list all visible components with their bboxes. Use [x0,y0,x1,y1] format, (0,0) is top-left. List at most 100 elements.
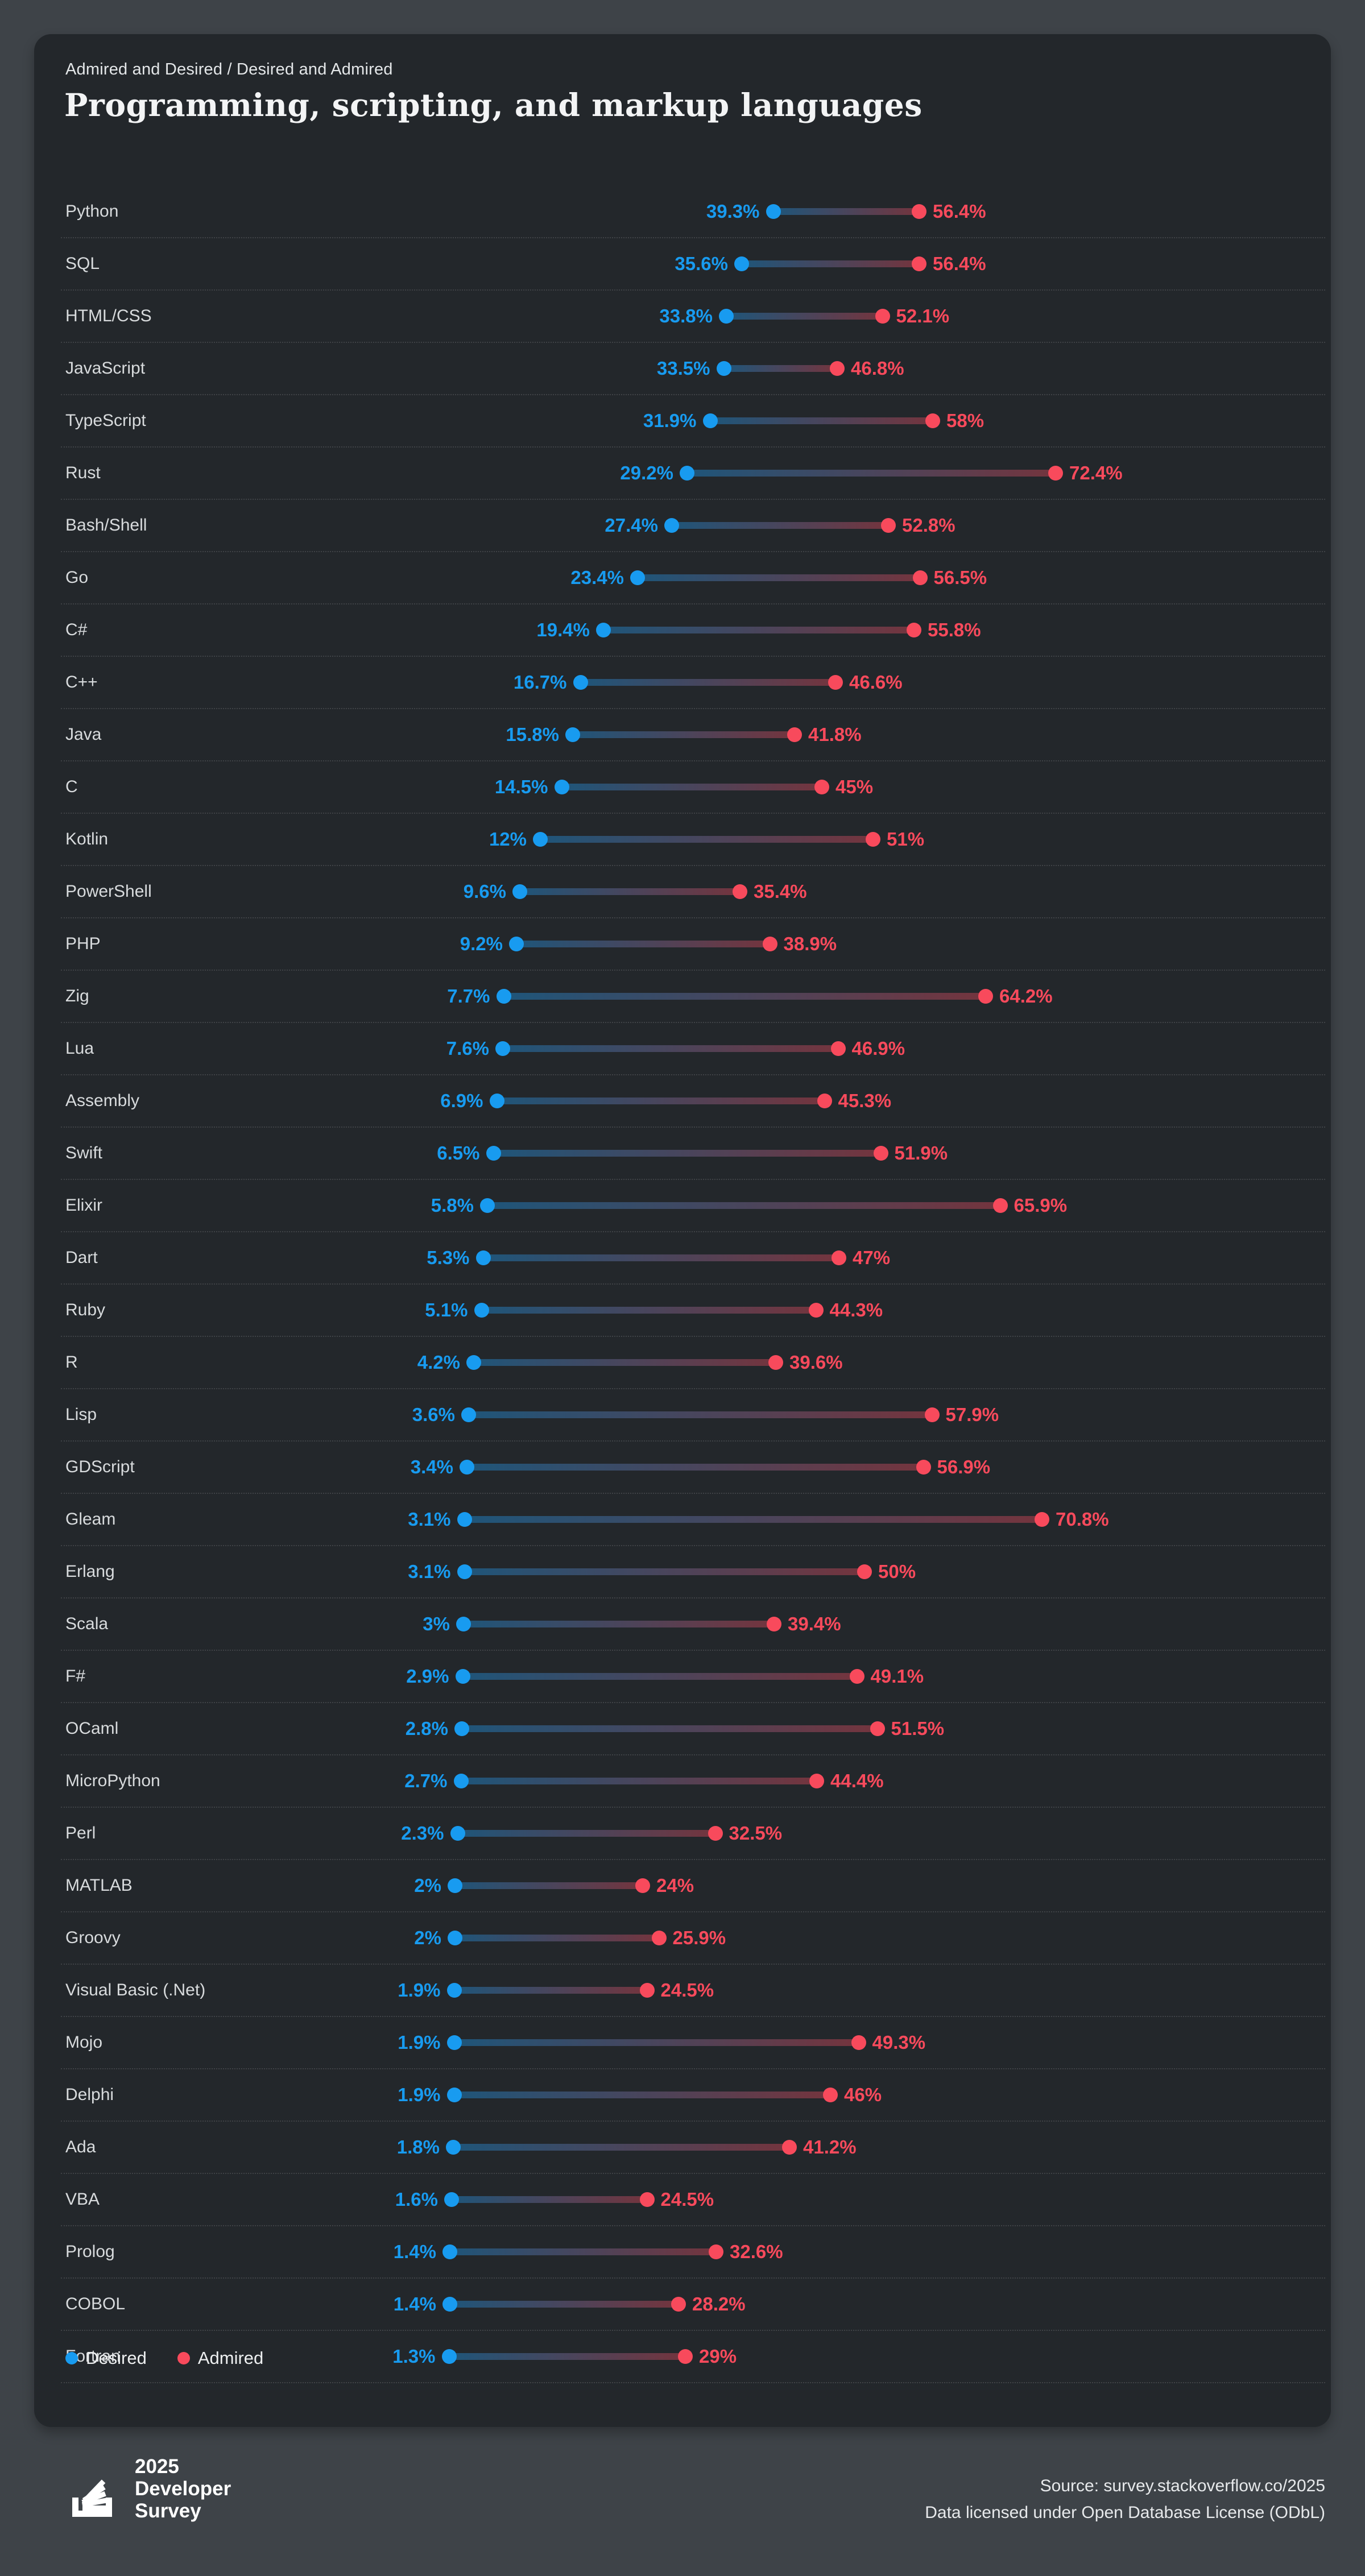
admired-value: 72.4% [1069,462,1123,483]
connector-bar [687,470,1056,477]
desired-value: 5.1% [425,1299,468,1320]
language-label: MATLAB [65,1876,133,1895]
desired-value: 31.9% [643,410,697,431]
connector-bar [726,313,883,320]
connector-bar [462,1725,878,1732]
connector-bar [467,1464,924,1471]
desired-dot [565,727,580,742]
desired-value: 2.9% [406,1666,449,1687]
admired-dot [651,1931,667,1945]
desired-dot [509,937,524,951]
connector-bar [516,941,770,947]
admired-value: 32.6% [730,2241,783,2262]
admired-dot [762,937,777,951]
language-label: Swift [65,1144,103,1162]
desired-dot [457,1512,472,1527]
desired-value: 3.4% [410,1456,453,1477]
desired-dot [448,1878,462,1893]
chart-row: Fortran 1.3% 29% [61,2331,1325,2383]
chart-row: Zig 7.7% 64.2% [61,971,1325,1023]
chart-row: Swift 6.5% 51.9% [61,1128,1325,1180]
language-label: Perl [65,1824,96,1842]
desired-value: 33.8% [659,305,713,326]
survey-logo-block: 2025 Developer Survey [65,2455,231,2522]
admired-value: 70.8% [1056,1509,1109,1530]
legend-label-desired: Desired [86,2348,147,2368]
desired-value: 1.9% [398,1979,441,2001]
desired-dot [442,2244,457,2259]
desired-dot [512,884,527,899]
admired-dot [832,1250,846,1265]
language-label: Gleam [65,1510,116,1529]
admired-value: 46% [844,2084,882,2105]
admired-dot [823,2088,838,2102]
chart-kicker: Admired and Desired / Desired and Admire… [65,60,393,78]
language-label: Mojo [65,2033,103,2052]
admired-value: 46.9% [851,1038,905,1059]
desired-value: 4.2% [417,1352,460,1373]
desired-value: 5.8% [431,1195,474,1216]
language-label: Bash/Shell [65,516,147,535]
desired-value: 39.3% [706,201,760,222]
connector-bar [452,2196,647,2203]
admired-value: 41.8% [808,724,862,745]
chart-row: Go 23.4% 56.5% [61,552,1325,604]
desired-dot [489,1094,504,1108]
desired-dot [450,1826,465,1841]
chart-row: VBA 1.6% 24.5% [61,2174,1325,2226]
chart-row: C++ 16.7% 46.6% [61,657,1325,709]
connector-bar [580,679,835,686]
chart-row: C# 19.4% 55.8% [61,604,1325,657]
admired-dot [814,780,829,794]
connector-bar [497,1098,825,1104]
connector-bar [461,1778,817,1784]
desired-dot [474,1303,489,1318]
admired-dot [767,1617,781,1631]
chart-row: OCaml 2.8% 51.5% [61,1703,1325,1755]
connector-bar [503,1045,838,1052]
connector-bar [457,1830,715,1837]
language-label: Elixir [65,1196,102,1215]
desired-dot [457,1564,472,1579]
desired-value: 3.1% [408,1561,451,1582]
language-label: Dart [65,1248,98,1267]
admired-value: 51% [887,829,925,850]
desired-dot [734,256,749,271]
admired-value: 57.9% [945,1404,999,1425]
desired-value: 9.2% [460,933,503,954]
admired-dot [671,2297,686,2312]
desired-dot [466,1355,481,1370]
chart-row: Perl 2.3% 32.5% [61,1808,1325,1860]
language-label: VBA [65,2190,100,2209]
connector-bar [723,365,837,372]
language-label: Prolog [65,2242,115,2261]
desired-dot [448,1931,462,1945]
admired-dot [912,256,926,271]
language-label: Zig [65,987,89,1005]
desired-value: 14.5% [494,776,548,797]
desired-value: 6.5% [437,1142,480,1163]
desired-value: 2.7% [404,1770,448,1791]
admired-value: 45.3% [838,1090,892,1111]
admired-value: 56.5% [933,567,987,588]
admired-dot [635,1878,650,1893]
language-label: MicroPython [65,1771,160,1790]
desired-dot [446,2035,462,2050]
chart-row: PowerShell 9.6% 35.4% [61,866,1325,918]
desired-value: 2.8% [405,1718,448,1739]
language-label: Rust [65,463,101,482]
desired-value: 33.5% [656,358,710,379]
connector-bar [742,260,919,267]
connector-bar [638,574,920,581]
desired-value: 27.4% [605,515,658,536]
source-line: Source: survey.stackoverflow.co/2025 [1040,2476,1325,2495]
admired-value: 29% [699,2346,737,2367]
desired-dot [446,2088,462,2102]
connector-bar [503,993,986,1000]
admired-value: 58% [946,410,985,431]
admired-value: 56.9% [937,1456,991,1477]
desired-value: 1.4% [393,2241,436,2262]
chart-row: Kotlin 12% 51% [61,814,1325,866]
desired-dot [596,623,611,637]
connector-bar [672,522,888,529]
